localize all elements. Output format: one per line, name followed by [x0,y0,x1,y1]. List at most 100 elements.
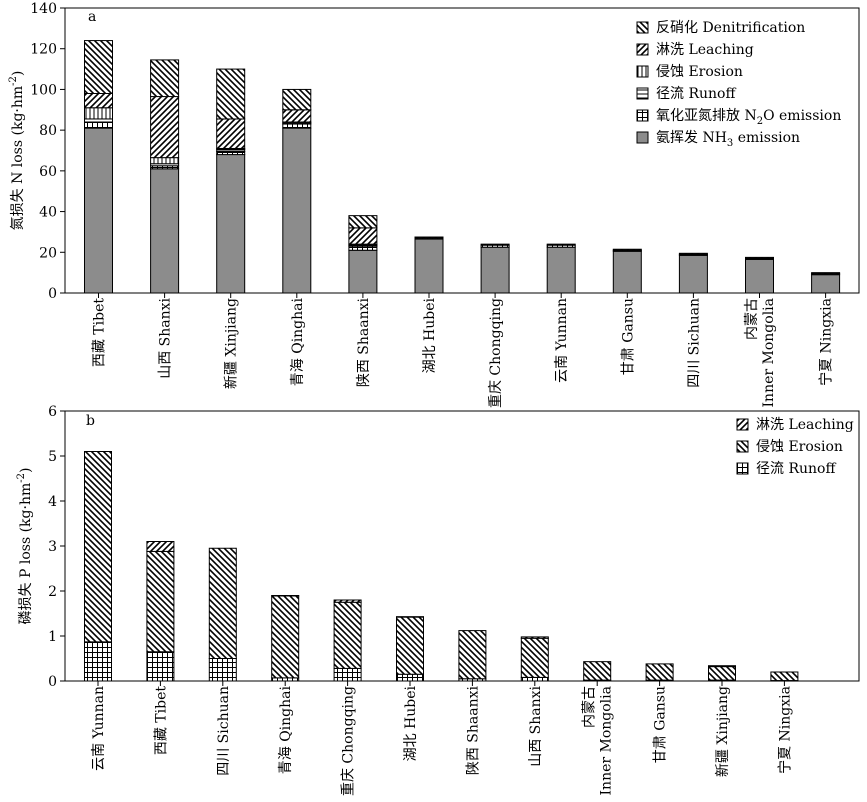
x-tick-label: Inner Mongolia [761,298,777,407]
bar-segment [282,109,312,123]
legend-swatch [736,462,749,475]
x-tick-label: 新疆 Xinjiang [715,686,731,777]
bar-segment [146,541,175,552]
x-tick-label: 湖北 Hubei [403,685,419,761]
bar-segment [216,154,246,294]
x-tick-label: 甘肃 Gansu [653,686,669,763]
bar-segment [150,168,180,294]
panel-label: a [88,9,96,25]
x-tick-label: 陕西 Shaanxi [356,297,372,387]
legend-swatch [636,131,649,144]
bar-segment [480,246,510,294]
bar-segment [333,601,362,669]
bar-segment [84,641,112,682]
panel-a: 0 20 40 60 80 100 120 140 氮损失 N loss (kg·hm-2) a 西… [8,1,860,408]
bar-segment [396,673,424,682]
y-tick-label: 4 [48,494,57,510]
bar-segment [282,88,312,111]
bar-segment [333,667,362,682]
legend-label: 氨挥发 NH3 emission [656,130,800,149]
bar-segment [208,547,237,659]
y-tick-label: 5 [48,449,57,465]
bar-segment [708,665,736,668]
bar-segment [396,616,424,675]
bar-segment [745,258,774,294]
y-tick-label: 60 [39,164,57,180]
bar-segment [84,451,112,643]
bar-segment [396,616,424,618]
y-tick-label: 40 [39,205,57,221]
bar-segment [520,637,549,678]
bar-segment [84,121,113,129]
legend-label: 侵蚀 Erosion [756,438,843,455]
x-tick-label: 宁夏 Ningxia [776,686,793,774]
bar-segment [348,227,378,245]
legend-swatch [736,440,749,453]
panel-label: b [86,413,95,429]
bar-segment [520,676,549,682]
bar-segment [811,274,841,294]
bar-segment [333,599,362,603]
bar-segment [282,123,312,129]
x-tick-label: 山西 Shanxi [528,685,544,766]
bar-segment [546,246,576,294]
bar-segment [458,630,487,680]
legend-swatch [736,418,749,431]
bar-segment [84,127,113,294]
bar-segment [348,245,378,251]
bar-segment [583,661,612,681]
x-tick-label: 内蒙古 [744,298,760,340]
x-tick-label: 青海 Qinghai [278,685,294,774]
bar-segment [84,107,113,120]
bar-segment [348,215,378,229]
bar-segment [645,663,674,681]
legend-swatch [636,65,649,78]
y-tick-label: 2 [48,584,57,600]
y-tick-label: 0 [48,286,57,302]
x-tick-label: 新疆 Xinjiang [224,298,240,389]
y-tick-label: 80 [39,123,57,139]
legend-swatch [636,43,649,56]
legend-label: 淋洗 Leaching [656,42,754,58]
y-tick-label: 0 [48,674,57,690]
bar-segment [770,671,799,682]
bar-segment [150,96,180,159]
bar-segment [282,127,312,294]
legend-label: 径流 Runoff [756,461,836,477]
x-tick-label: 四川 Sichuan [686,298,702,388]
bar-segment [150,59,180,98]
bar-segment [612,248,642,251]
y-tick-label: 20 [39,245,57,261]
bar-segment [84,93,113,109]
bar-segment [708,666,736,681]
bar-segment [480,243,510,246]
plot-frame [64,7,860,294]
bar-segment [216,118,246,149]
legend-label: 径流 Runoff [656,86,736,102]
legend-label: 侵蚀 Erosion [656,63,743,80]
bar-segment [745,256,774,259]
x-tick-label: 山西 Shanxi [158,297,174,378]
bar-segment [271,595,300,597]
x-tick-label: 云南 Yunnan [91,686,107,771]
bar-segment [546,243,576,246]
bar-segment [348,249,378,294]
y-axis-label: 氮损失 N loss (kg·hm-2) [8,71,26,231]
bar-segment [146,651,175,682]
legend-swatch [636,21,649,34]
y-tick-label: 140 [30,1,57,17]
x-tick-label: 西藏 Tibet [92,298,108,368]
x-tick-label: 内蒙古 [582,686,598,728]
y-tick-label: 1 [48,629,57,645]
legend-label: 反硝化 Denitrification [656,20,805,36]
y-tick-label: 3 [48,539,57,555]
bar-segment [208,658,237,682]
bar-segment [271,595,300,679]
legend-swatch [636,109,649,122]
x-tick-label: 青海 Qinghai [290,297,306,386]
bar-segment [612,250,642,294]
bar-segment [414,236,444,239]
y-tick-label: 6 [48,404,57,420]
x-tick-label: 西藏 Tibet [153,686,169,756]
